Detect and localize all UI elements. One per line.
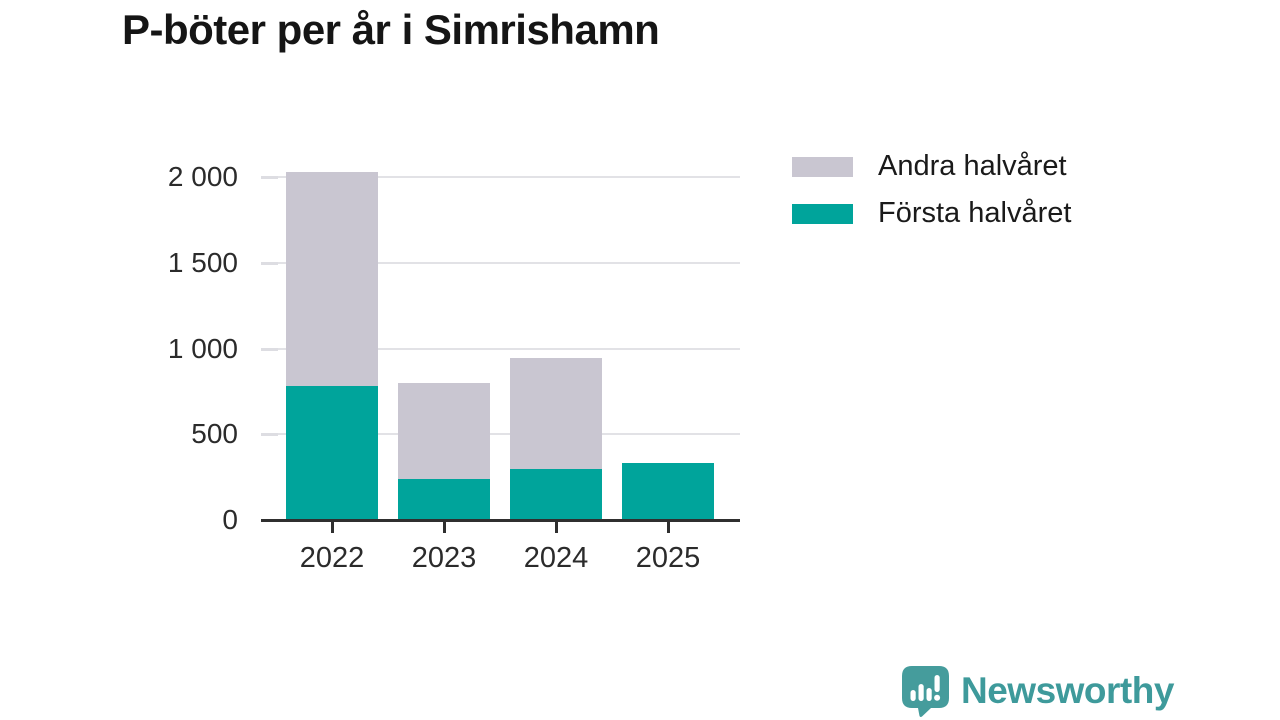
y-axis-label: 0 bbox=[222, 504, 238, 535]
gridline bbox=[261, 176, 740, 178]
bar-segment-forsta-2024 bbox=[510, 469, 602, 520]
x-axis-label: 2024 bbox=[523, 542, 589, 574]
bar-segment-andra-2022 bbox=[286, 172, 378, 387]
brand-footer: Newsworthy bbox=[898, 664, 1174, 718]
legend-label-andra-halvaret: Andra halvåret bbox=[878, 150, 1067, 182]
y-axis-label: 1 000 bbox=[167, 332, 238, 364]
legend-item-andra-halvaret: Andra halvåret bbox=[792, 150, 1067, 183]
x-axis-tick bbox=[331, 521, 334, 533]
y-axis-tick bbox=[261, 347, 278, 351]
newsworthy-logo-icon bbox=[902, 666, 949, 717]
bar-segment-forsta-2025 bbox=[622, 463, 714, 520]
bar-segment-andra-2024 bbox=[510, 357, 602, 469]
y-axis-tick bbox=[261, 261, 278, 265]
legend-label-forsta-halvaret: Första halvåret bbox=[878, 197, 1072, 229]
y-axis-label: 1 500 bbox=[167, 246, 238, 278]
bar-segment-forsta-2023 bbox=[398, 479, 490, 520]
x-axis-tick bbox=[555, 521, 558, 533]
y-axis-tick bbox=[261, 433, 278, 437]
y-axis-tick bbox=[261, 176, 278, 179]
brand-name: Newsworthy bbox=[961, 670, 1174, 711]
x-axis-tick bbox=[667, 521, 670, 533]
x-axis-label: 2022 bbox=[299, 542, 365, 574]
bar-segment-forsta-2022 bbox=[286, 386, 378, 520]
legend-swatch-andra-halvaret bbox=[792, 156, 853, 177]
x-axis-line bbox=[261, 519, 740, 522]
legend-item-forsta-halvaret: Första halvåret bbox=[792, 197, 1071, 230]
gridline bbox=[261, 433, 740, 436]
x-axis-tick bbox=[443, 521, 446, 533]
x-axis-label: 2025 bbox=[635, 542, 701, 574]
y-axis-label: 2 000 bbox=[167, 161, 238, 192]
chart-title: P-böter per år i Simrishamn bbox=[122, 6, 660, 53]
x-axis-label: 2023 bbox=[411, 542, 477, 574]
legend-swatch-forsta-halvaret bbox=[792, 203, 853, 224]
gridline bbox=[261, 261, 740, 264]
y-axis-label: 500 bbox=[191, 418, 238, 450]
bar-segment-andra-2023 bbox=[398, 382, 490, 479]
gridline bbox=[261, 347, 740, 350]
